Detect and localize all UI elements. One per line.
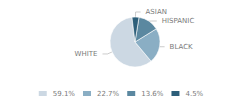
svg-text:4.5%: 4.5% [185, 90, 203, 98]
svg-text:13.6%: 13.6% [141, 90, 164, 98]
svg-text:22.7%: 22.7% [97, 90, 120, 98]
svg-text:HISPANIC: HISPANIC [162, 17, 195, 25]
svg-text:59.1%: 59.1% [53, 90, 76, 98]
svg-text:ASIAN: ASIAN [146, 8, 167, 16]
svg-text:WHITE: WHITE [75, 50, 98, 58]
svg-text:BLACK: BLACK [170, 43, 193, 51]
